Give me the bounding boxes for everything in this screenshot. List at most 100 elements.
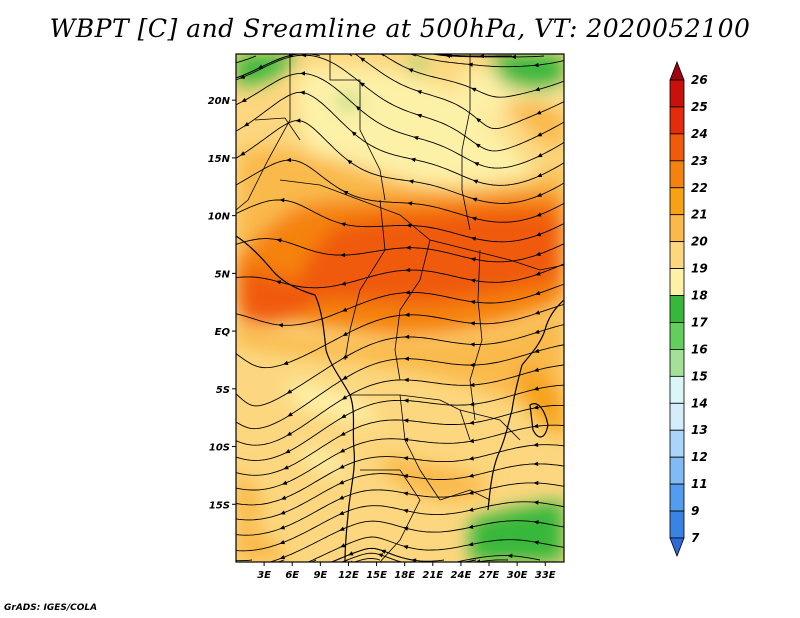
streamline — [236, 283, 564, 326]
streamline-arrow — [536, 172, 543, 178]
streamline-arrow — [338, 510, 345, 515]
streamline-arrow — [473, 162, 480, 167]
colorbar-swatch — [669, 456, 685, 485]
streamline — [268, 520, 564, 562]
streamline-arrow — [340, 431, 346, 436]
streamline — [236, 120, 564, 204]
streamline-arrow — [471, 216, 477, 221]
streamline-arrow — [533, 62, 539, 68]
lat-tick-label: 10S — [209, 443, 230, 454]
streamline-arrow — [279, 539, 285, 545]
streamline-arrow — [472, 179, 479, 184]
lon-tick-label: 18E — [394, 570, 415, 581]
streamline-arrow — [534, 87, 541, 92]
streamline-arrow — [533, 367, 540, 372]
colorbar-label: 21 — [691, 208, 708, 222]
streamline-arrow — [403, 356, 409, 361]
streamline — [435, 54, 512, 57]
colorbar-label: 16 — [691, 342, 708, 356]
colorbar-swatch — [669, 268, 685, 296]
streamline-arrow — [471, 87, 477, 92]
lat-tick-label: 5S — [216, 385, 230, 396]
streamline-arrow — [287, 54, 293, 58]
streamline-arrow — [535, 232, 542, 237]
streamline-arrow — [377, 553, 384, 558]
colorbar-top-arrow — [669, 60, 685, 81]
streamline-arrow — [471, 197, 478, 202]
streamline-arrow — [283, 360, 289, 365]
streamline-arrow — [240, 151, 246, 156]
colorbar-swatch — [669, 349, 685, 377]
lon-tick-label: 33E — [535, 570, 556, 581]
lat-tick-label: EQ — [215, 327, 231, 338]
streamline-arrow — [281, 480, 288, 485]
streamline-arrow — [403, 437, 409, 442]
lon-tick-label: 12E — [338, 570, 359, 581]
colorbar-label: 13 — [691, 423, 708, 437]
streamline — [409, 54, 417, 57]
colorbar-swatch — [669, 79, 685, 108]
streamline-arrow — [283, 465, 289, 470]
streamlines — [236, 54, 564, 562]
streamline-arrow — [341, 395, 348, 400]
streamline-arrow — [257, 64, 264, 69]
streamline — [236, 91, 564, 186]
streamline-arrow — [403, 418, 409, 423]
streamline-arrow — [536, 110, 542, 115]
streamline-arrow — [402, 473, 409, 479]
colorbar: 26 25 24 23 22 21 20 19 18 17 16 15 14 13 12 11 9 7 — [669, 60, 708, 558]
grads-credit: GrADS: IGES/COLA — [4, 603, 98, 613]
streamline-arrow — [403, 48, 409, 54]
streamline-arrow — [243, 121, 250, 127]
streamline-arrow — [339, 448, 346, 453]
streamline — [236, 404, 564, 476]
streamline — [236, 501, 564, 552]
streamline-arrow — [280, 495, 287, 500]
lon-tick-label: 9E — [313, 570, 327, 581]
streamline — [236, 482, 564, 536]
streamline-arrow — [299, 90, 305, 95]
streamline-arrow — [469, 321, 475, 326]
colorbar-label: 26 — [691, 73, 708, 87]
streamline-arrow — [535, 271, 541, 276]
streamline-arrow — [533, 423, 539, 429]
streamline — [236, 199, 564, 243]
streamline-arrow — [469, 402, 475, 407]
lon-tick-label: 3E — [257, 570, 271, 581]
streamline-arrow — [479, 54, 485, 59]
streamline-arrow — [287, 412, 293, 417]
streamline — [354, 54, 564, 130]
streamline-arrow — [279, 525, 286, 530]
colorbar-label: 9 — [691, 504, 699, 518]
streamline-arrow — [279, 554, 286, 560]
streamline — [236, 159, 564, 223]
colorbar-label: 24 — [691, 127, 708, 141]
streamline-arrow — [380, 549, 387, 554]
streamline — [236, 72, 564, 169]
streamline-arrow — [406, 223, 412, 228]
streamline-arrow — [475, 143, 481, 148]
streamline-arrow — [405, 267, 411, 273]
streamline-arrow — [533, 386, 539, 391]
colorbar-swatch — [669, 375, 685, 404]
map-panel — [236, 48, 564, 562]
streamline-arrow — [533, 540, 539, 545]
streamline — [236, 463, 564, 521]
streamline-arrow — [469, 362, 475, 368]
streamline-arrow — [413, 136, 419, 141]
streamline-arrow — [534, 329, 540, 334]
colorbar-label: 15 — [691, 369, 708, 383]
colorbar-label: 25 — [691, 100, 708, 114]
streamline-arrow — [535, 251, 541, 256]
streamline-arrow — [475, 117, 482, 123]
colorbar-swatch — [669, 429, 685, 458]
colorbar-label: 23 — [691, 154, 708, 168]
streamline-arrow — [410, 157, 416, 163]
streamline-arrow — [339, 464, 345, 469]
colorbar-bottom-arrow — [669, 537, 685, 558]
streamline-arrow — [537, 152, 543, 158]
streamline — [236, 559, 253, 562]
streamline-arrow — [469, 420, 475, 425]
streamline-arrow — [536, 192, 542, 197]
